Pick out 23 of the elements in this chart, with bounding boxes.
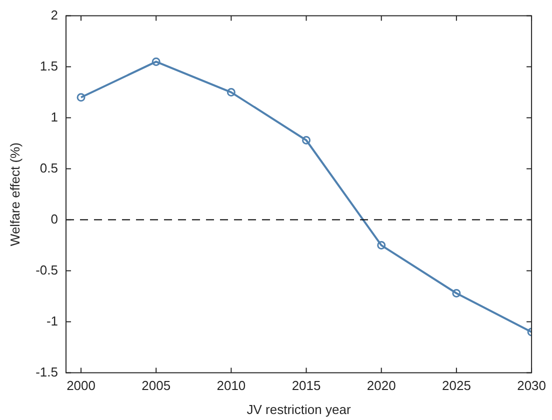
x-tick-label: 2000 — [66, 378, 96, 394]
x-tick-label: 2025 — [442, 378, 471, 394]
y-tick-label: 0.5 — [40, 160, 58, 176]
x-tick-label: 2010 — [216, 378, 246, 394]
y-tick-label: -1.5 — [36, 364, 58, 380]
y-tick-label: 1.5 — [40, 58, 58, 74]
point — [377, 241, 386, 250]
y-tick-label: -1 — [46, 313, 58, 328]
point — [76, 93, 86, 102]
x-axis-title: JV restriction year — [246, 402, 352, 417]
x-tick-label: 2005 — [142, 378, 171, 394]
point — [302, 136, 311, 144]
y-tick-label: 1 — [50, 109, 58, 124]
x-tick-label: 2015 — [292, 378, 321, 394]
point — [452, 288, 461, 298]
y-tick-label: -0.5 — [36, 262, 58, 278]
point — [152, 57, 160, 66]
x-tick-label: 2030 — [517, 378, 546, 394]
y-axis-title: Welfare effect (%) — [7, 142, 22, 246]
y-tick-label: 0 — [50, 211, 58, 226]
y-tick-label: 2 — [50, 7, 58, 22]
point — [226, 88, 236, 97]
x-tick-label: 2020 — [366, 378, 396, 394]
